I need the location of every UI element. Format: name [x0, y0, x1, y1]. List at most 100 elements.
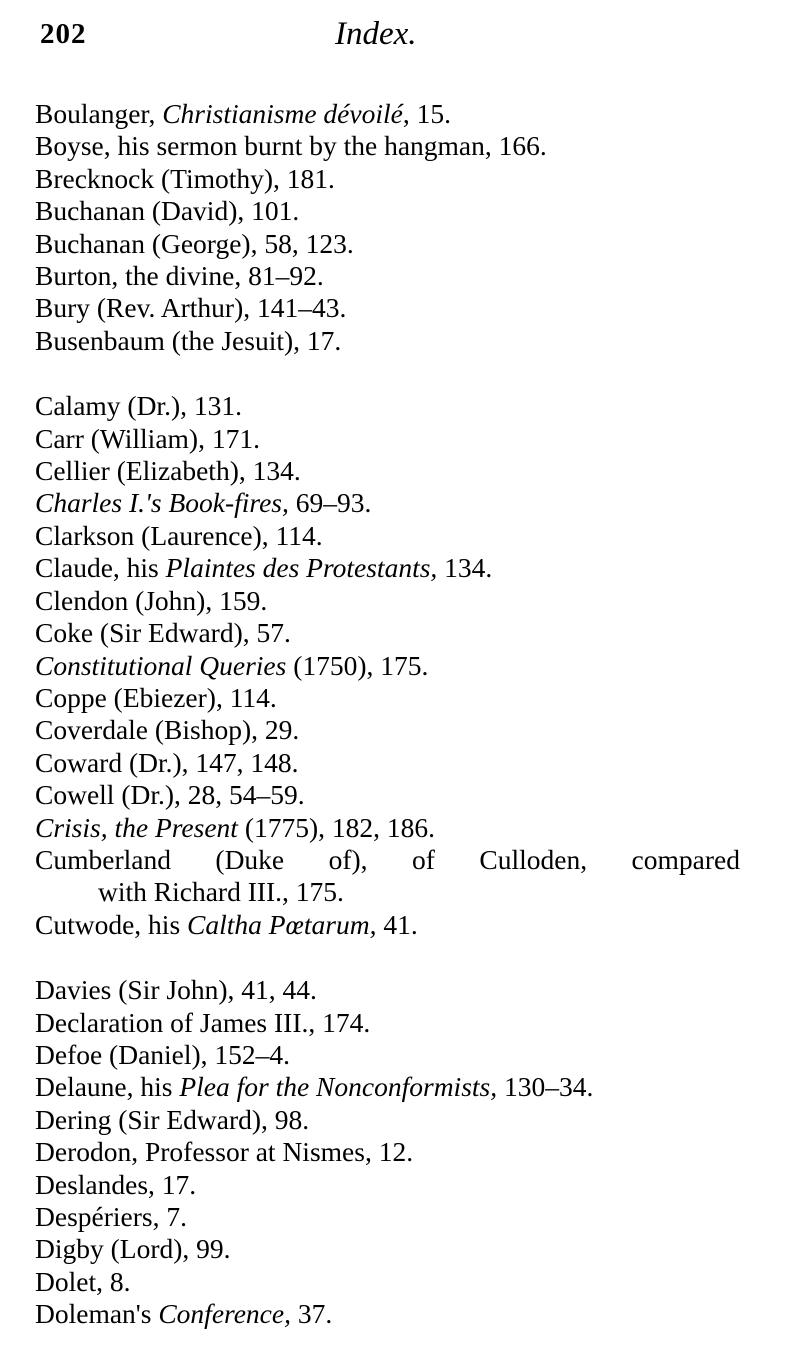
entry-line: Buchanan (David), 101.	[35, 195, 740, 227]
index-entry: Boyse, his sermon burnt by the hangman, …	[35, 130, 740, 162]
entry-title-italic: Caltha Pœtarum,	[187, 908, 377, 940]
entry-text: Davies (Sir John), 41, 44.	[35, 974, 317, 1006]
index-entry: Cellier (Elizabeth), 134.	[35, 455, 740, 487]
entry-line: Declaration of James III., 174.	[35, 1007, 740, 1039]
entry-line: Constitutional Queries (1750), 175.	[35, 650, 740, 682]
index-entry: Burton, the divine, 81–92.	[35, 260, 740, 292]
entry-text: Coward (Dr.), 147, 148.	[35, 746, 299, 778]
entry-text: , 15.	[402, 98, 451, 129]
index-entry: Declaration of James III., 174.	[35, 1007, 740, 1039]
index-entry: Carr (William), 171.	[35, 423, 740, 455]
entry-line: Boulanger, Christianisme dévoilé, 15.	[35, 98, 740, 130]
entry-title-italic: Constitutional Queries	[35, 649, 287, 681]
index-entry: Digby (Lord), 99.	[35, 1233, 740, 1265]
entry-line: Charles I.'s Book-fires, 69–93.	[35, 487, 740, 519]
entry-line: Cowell (Dr.), 28, 54–59.	[35, 779, 740, 811]
entry-line: Calamy (Dr.), 131.	[35, 390, 740, 422]
entry-line: Cutwode, his Caltha Pœtarum, 41.	[35, 909, 740, 941]
entry-line: Dolet, 8.	[35, 1266, 740, 1298]
page-number: 202	[40, 18, 87, 50]
entry-line: Deslandes, 17.	[35, 1169, 740, 1201]
index-entry: Crisis, the Present (1775), 182, 186.	[35, 812, 740, 844]
entry-title-italic: Plea for the Nonconformists,	[179, 1071, 498, 1103]
letter-group: Davies (Sir John), 41, 44. Declaration of…	[35, 974, 740, 1330]
entry-line: Defoe (Daniel), 152–4.	[35, 1039, 740, 1071]
entry-text: Coverdale (Bishop), 29.	[35, 714, 300, 746]
index-entry: Cowell (Dr.), 28, 54–59.	[35, 779, 740, 811]
entry-text: Clendon (John), 159.	[35, 584, 268, 616]
entry-line: Delaune, his Plea for the Nonconformists…	[35, 1071, 740, 1103]
index-entry: Calamy (Dr.), 131.	[35, 390, 740, 422]
entry-line: Coke (Sir Edward), 57.	[35, 617, 740, 649]
entry-title-italic: Crisis, the Present	[35, 811, 238, 843]
index-entry: Brecknock (Timothy), 181.	[35, 163, 740, 195]
entry-text: Bury (Rev. Arthur), 141–43.	[35, 292, 347, 324]
entry-text: Dering (Sir Edward), 98.	[35, 1103, 310, 1135]
entry-title-italic: Christianisme dévoilé	[162, 98, 403, 129]
entry-text: Coppe (Ebiezer), 114.	[35, 681, 277, 713]
entry-text: Busenbaum (the Jesuit), 17.	[35, 324, 342, 356]
entry-title-italic: Plaintes des Protestants,	[165, 552, 438, 584]
entry-line: Busenbaum (the Jesuit), 17.	[35, 325, 740, 357]
entry-text: Brecknock (Timothy), 181.	[35, 162, 335, 194]
entry-text: Cutwode, his	[35, 908, 188, 940]
index-entry: Coke (Sir Edward), 57.	[35, 617, 740, 649]
entry-text: 134.	[437, 552, 493, 584]
index-entry: Defoe (Daniel), 152–4.	[35, 1039, 740, 1071]
entry-text: 130–34.	[497, 1071, 594, 1103]
index-entry: Coppe (Ebiezer), 114.	[35, 682, 740, 714]
index-entry: Davies (Sir John), 41, 44.	[35, 974, 740, 1006]
index-entry: Boulanger, Christianisme dévoilé, 15.	[35, 98, 740, 130]
index-entry: Doleman's Conference, 37.	[35, 1298, 740, 1330]
entry-text: (1750), 175.	[286, 649, 429, 681]
index-entry: Despériers, 7.	[35, 1201, 740, 1233]
index-list: Boulanger, Christianisme dévoilé, 15. Boy…	[35, 98, 740, 1331]
entry-line: Buchanan (George), 58, 123.	[35, 228, 740, 260]
entry-text: Dolet, 8.	[35, 1265, 131, 1297]
entry-line: Cumberland (Duke of), of Culloden, compared	[35, 843, 740, 875]
entry-line: with Richard III., 175.	[35, 876, 740, 908]
letter-group: Calamy (Dr.), 131. Carr (William), 171. Ce…	[35, 390, 740, 941]
entry-text: Boulanger,	[35, 98, 163, 129]
entry-line: Coward (Dr.), 147, 148.	[35, 747, 740, 779]
entry-line: Cellier (Elizabeth), 134.	[35, 455, 740, 487]
index-entry: Cumberland (Duke of), of Culloden, compared wi…	[35, 844, 740, 909]
entry-text: Clarkson (Laurence), 114.	[35, 519, 323, 551]
index-entry: Cutwode, his Caltha Pœtarum, 41.	[35, 909, 740, 941]
index-entry: Claude, his Plaintes des Protestants, 13…	[35, 552, 740, 584]
entry-text: Calamy (Dr.), 131.	[35, 390, 242, 422]
entry-line: Clendon (John), 159.	[35, 585, 740, 617]
entry-line: Claude, his Plaintes des Protestants, 13…	[35, 552, 740, 584]
entry-text: (1775), 182, 186.	[237, 811, 436, 843]
entry-line: Bury (Rev. Arthur), 141–43.	[35, 292, 740, 324]
entry-text: Derodon, Professor at Nismes, 12.	[35, 1136, 414, 1168]
index-entry: Dolet, 8.	[35, 1266, 740, 1298]
entry-text: Boyse, his sermon burnt by the hangman, …	[35, 130, 547, 162]
index-entry: Busenbaum (the Jesuit), 17.	[35, 325, 740, 357]
entry-text: 37.	[290, 1298, 333, 1330]
index-entry: Clarkson (Laurence), 114.	[35, 520, 740, 552]
entry-text: Burton, the divine, 81–92.	[35, 260, 324, 292]
entry-line: Clarkson (Laurence), 114.	[35, 520, 740, 552]
index-entry: Charles I.'s Book-fires, 69–93.	[35, 487, 740, 519]
entry-line: Coverdale (Bishop), 29.	[35, 714, 740, 746]
entry-text: Deslandes, 17.	[35, 1168, 197, 1200]
entry-text: Doleman's	[35, 1298, 159, 1330]
entry-text: 69–93.	[288, 487, 372, 519]
letter-group: Boulanger, Christianisme dévoilé, 15. Boy…	[35, 98, 740, 357]
index-entry: Buchanan (David), 101.	[35, 195, 740, 227]
entry-text: Coke (Sir Edward), 57.	[35, 617, 291, 649]
entry-line: Dering (Sir Edward), 98.	[35, 1104, 740, 1136]
entry-title-italic: Charles I.'s Book-fires,	[35, 487, 289, 519]
entry-text: with Richard III., 175.	[98, 876, 344, 908]
entry-line: Boyse, his sermon burnt by the hangman, …	[35, 130, 740, 162]
index-entry: Buchanan (George), 58, 123.	[35, 228, 740, 260]
entry-line: Carr (William), 171.	[35, 423, 740, 455]
index-entry: Delaune, his Plea for the Nonconformists…	[35, 1071, 740, 1103]
entry-text: Delaune, his	[35, 1071, 180, 1103]
index-entry: Deslandes, 17.	[35, 1169, 740, 1201]
entry-line: Digby (Lord), 99.	[35, 1233, 740, 1265]
index-entry: Constitutional Queries (1750), 175.	[35, 650, 740, 682]
entry-line: Coppe (Ebiezer), 114.	[35, 682, 740, 714]
